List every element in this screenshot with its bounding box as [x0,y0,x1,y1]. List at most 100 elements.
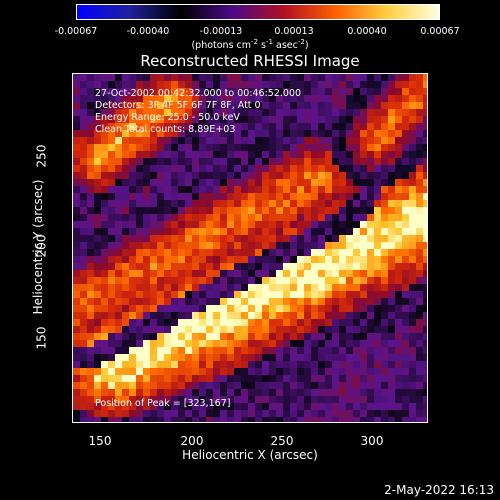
heatmap-cell [213,81,221,89]
heatmap-cell [136,410,144,418]
heatmap-cell [206,256,214,264]
heatmap-cell [346,270,354,278]
heatmap-cell [94,172,102,180]
heatmap-cell [248,158,256,166]
heatmap-cell [164,340,172,348]
heatmap-cell [227,207,235,215]
heatmap-cell [185,249,193,257]
heatmap-cell [353,109,361,117]
heatmap-cell [101,298,109,306]
heatmap-cell [360,116,368,124]
heatmap-cell [290,165,298,173]
heatmap-cell [276,298,284,306]
x-axis-label: Heliocentric X (arcsec) [182,448,318,462]
heatmap-cell [227,200,235,208]
heatmap-cell [297,361,305,369]
heatmap-cell [395,403,403,411]
heatmap-cell [353,340,361,348]
heatmap-cell [115,361,123,369]
heatmap-cell [409,130,417,138]
heatmap-cell [283,340,291,348]
heatmap-cell [143,74,151,82]
heatmap-cell [346,291,354,299]
heatmap-cell [241,319,249,327]
heatmap-cell [150,417,158,422]
heatmap-cell [346,228,354,236]
heatmap-cell [73,151,81,159]
heatmap-cell [374,158,382,166]
heatmap-cell [346,207,354,215]
heatmap-cell [374,396,382,404]
heatmap-cell [304,277,312,285]
heatmap-cell [283,144,291,152]
heatmap-cell [220,417,228,422]
heatmap-cell [220,326,228,334]
heatmap-cell [241,361,249,369]
heatmap-cell [374,116,382,124]
heatmap-cell [234,186,242,194]
heatmap-cell [220,347,228,355]
heatmap-cell [325,137,333,145]
heatmap-cell [178,277,186,285]
heatmap-cell [388,130,396,138]
heatmap-cell [395,375,403,383]
heatmap-cell [374,207,382,215]
heatmap-cell [353,389,361,397]
heatmap-cell [269,221,277,229]
heatmap-cell [416,186,424,194]
heatmap-cell [73,319,81,327]
heatmap-cell [122,235,130,243]
heatmap-cell [87,137,95,145]
heatmap-cell [129,396,137,404]
heatmap-cell [199,354,207,362]
heatmap-cell [297,298,305,306]
heatmap-cell [276,214,284,222]
heatmap-cell [171,123,179,131]
heatmap-cell [297,382,305,390]
heatmap-cell [87,382,95,390]
heatmap-cell [129,88,137,96]
heatmap-cell [213,340,221,348]
heatmap-cell [143,123,151,131]
heatmap-cell [381,375,389,383]
heatmap-cell [241,396,249,404]
heatmap-cell [227,214,235,222]
heatmap-cell [234,326,242,334]
heatmap-cell [416,396,424,404]
heatmap-cell [220,389,228,397]
heatmap-cell [206,207,214,215]
heatmap-cell [157,417,165,422]
heatmap-cell [290,333,298,341]
heatmap-cell [423,403,427,411]
heatmap-cell [171,165,179,173]
heatmap-cell [339,214,347,222]
heatmap-cell [213,382,221,390]
heatmap-cell [94,354,102,362]
heatmap-cell [388,375,396,383]
heatmap-cell [108,256,116,264]
heatmap-cell [185,144,193,152]
heatmap-cell [150,214,158,222]
heatmap-cell [101,375,109,383]
heatmap-cell [311,333,319,341]
heatmap-cell [234,158,242,166]
heatmap-cell [381,389,389,397]
heatmap-cell [339,228,347,236]
heatmap-cell [290,179,298,187]
heatmap-cell [192,340,200,348]
heatmap-cell [199,144,207,152]
heatmap-cell [423,95,427,103]
heatmap-cell [311,291,319,299]
heatmap-cell [94,403,102,411]
heatmap-cell [311,193,319,201]
heatmap-cell [276,270,284,278]
heatmap-cell [101,417,109,422]
heatmap-cell [122,417,130,422]
heatmap-cell [241,81,249,89]
heatmap-cell [388,151,396,159]
heatmap-cell [178,242,186,250]
heatmap-cell [353,305,361,313]
heatmap-cell [248,109,256,117]
heatmap-cell [402,361,410,369]
heatmap-cell [402,88,410,96]
